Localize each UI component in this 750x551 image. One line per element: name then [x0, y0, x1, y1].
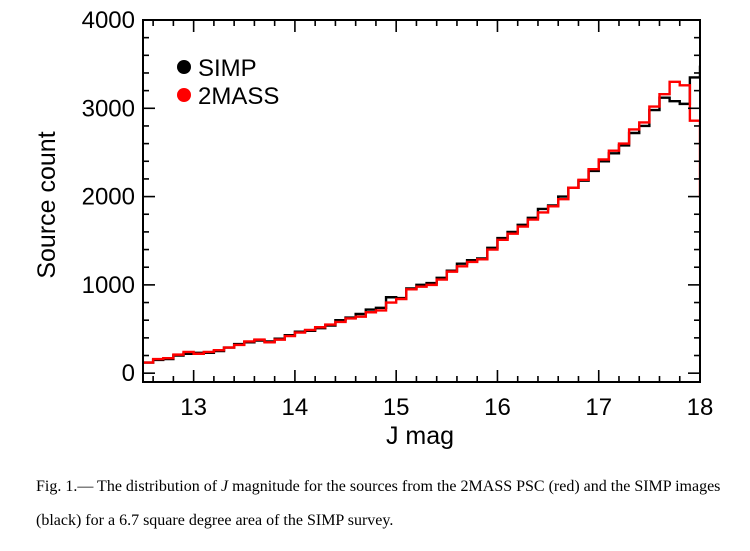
y-tick-label: 3000 [82, 95, 135, 122]
caption-italic-j: J [221, 478, 229, 495]
x-tick-label: 14 [282, 394, 309, 421]
legend-label-simp: SIMP [198, 55, 257, 82]
x-tick-label: 15 [383, 394, 410, 421]
legend-label-2mass: 2MASS [198, 83, 279, 110]
legend: SIMP 2MASS [177, 55, 279, 110]
caption-text-1: Fig. 1.— The distribution of [36, 478, 222, 495]
x-axis-label: J mag [386, 422, 454, 450]
y-tick-label: 4000 [82, 7, 135, 34]
histogram-chart: 13 14 15 16 17 18 0 1000 2000 3000 4000 J mag Sour… [33, 7, 714, 450]
axes-layer: 13 14 15 16 17 18 0 1000 2000 3000 4000 [82, 7, 714, 421]
x-tick-label: 18 [687, 394, 714, 421]
series-line-2mass [143, 80, 700, 364]
y-tick-label: 1000 [82, 272, 135, 299]
plot-frame [142, 19, 701, 383]
plot-layer [143, 65, 700, 364]
legend-marker-simp [177, 60, 191, 74]
y-tick-label: 2000 [82, 184, 135, 211]
y-tick-label: 0 [122, 360, 135, 387]
x-tick-label: 17 [585, 394, 612, 421]
figure-caption: Fig. 1.— The distribution of J magnitude… [36, 470, 726, 538]
y-axis-label: Source count [33, 131, 61, 278]
x-tick-label: 16 [484, 394, 511, 421]
caption-text-2: magnitude for the sources from the 2MASS… [36, 478, 721, 529]
legend-marker-2mass [177, 88, 191, 102]
x-tick-label: 13 [180, 394, 207, 421]
